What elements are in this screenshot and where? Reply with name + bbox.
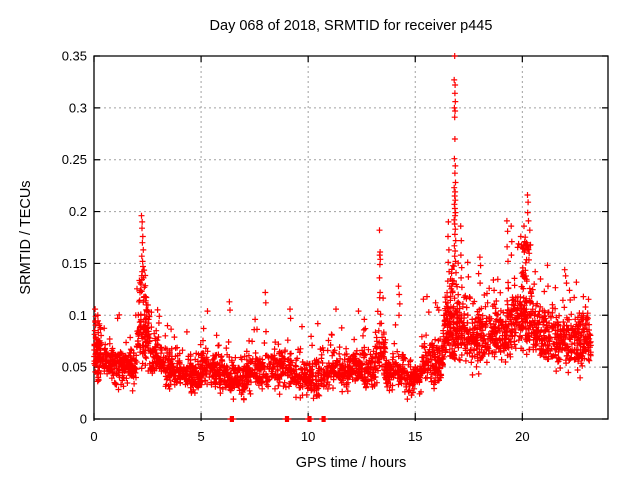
data-points	[91, 53, 594, 422]
x-tick-label: 15	[408, 429, 422, 444]
x-tick-label: 10	[301, 429, 315, 444]
chart-title: Day 068 of 2018, SRMTID for receiver p44…	[210, 18, 493, 34]
y-tick-label: 0.3	[69, 100, 87, 115]
y-tick-label: 0.15	[62, 256, 87, 271]
y-tick-label: 0.35	[62, 49, 87, 64]
y-tick-label: 0.05	[62, 360, 87, 375]
y-tick-label: 0.1	[69, 308, 87, 323]
x-tick-label: 20	[515, 429, 529, 444]
x-axis-label: GPS time / hours	[296, 455, 406, 471]
scatter-plus-markers	[91, 53, 594, 422]
x-tick-label: 5	[197, 429, 204, 444]
y-axis-label: SRMTID / TECUs	[18, 180, 34, 294]
x-tick-label: 0	[90, 429, 97, 444]
y-tick-label: 0	[80, 412, 87, 427]
y-tick-label: 0.25	[62, 152, 87, 167]
y-tick-label: 0.2	[69, 204, 87, 219]
tick-labels: 0 5 10 15 20 0 0.05 0.1 0.15 0.2 0.25 0.3 0.35	[62, 49, 530, 445]
